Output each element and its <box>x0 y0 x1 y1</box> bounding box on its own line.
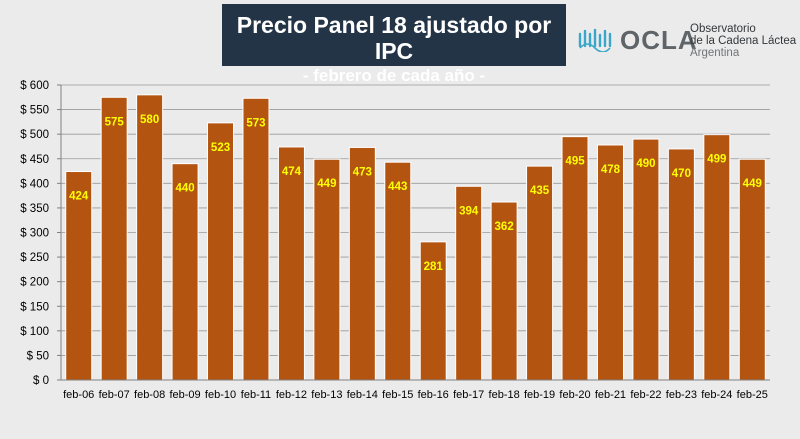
data-label: 573 <box>246 117 265 129</box>
x-tick-label: feb-21 <box>595 389 626 401</box>
bars <box>65 94 766 381</box>
data-label: 523 <box>211 142 230 154</box>
x-axis-labels: feb-06 feb-07 feb-08 feb-09 feb-10 feb-11 feb-… <box>63 389 768 401</box>
bar <box>703 134 731 381</box>
bar <box>561 136 589 381</box>
y-tick-label: $ 200 <box>20 277 49 289</box>
y-tick-label: $ 250 <box>20 252 49 264</box>
data-label: 478 <box>601 164 621 176</box>
data-label: 449 <box>743 178 762 190</box>
x-tick-label: feb-25 <box>737 389 768 401</box>
y-tick-label: $ 400 <box>20 178 49 190</box>
data-label: 362 <box>495 221 514 233</box>
grid-lines <box>61 84 770 356</box>
data-label: 495 <box>565 156 585 168</box>
x-tick-label: feb-06 <box>63 389 94 401</box>
x-tick-label: feb-12 <box>276 389 307 401</box>
bar <box>738 158 766 381</box>
x-tick-label: feb-15 <box>382 389 413 401</box>
wave-icon <box>578 28 612 52</box>
x-tick-label: feb-16 <box>418 389 449 401</box>
bar <box>242 97 270 381</box>
x-tick-label: feb-19 <box>524 389 555 401</box>
data-label: 449 <box>317 178 336 190</box>
bar <box>455 185 483 381</box>
bar <box>313 158 341 381</box>
bar <box>65 171 93 381</box>
bar <box>667 148 695 381</box>
x-tick-label: feb-17 <box>453 389 484 401</box>
data-label: 440 <box>175 183 194 195</box>
y-tick-label: $ 100 <box>20 326 49 338</box>
x-tick-label: feb-20 <box>559 389 590 401</box>
bar <box>348 146 376 381</box>
data-label: 474 <box>282 166 302 178</box>
y-tick-label: $ 300 <box>20 228 49 240</box>
bar <box>384 161 412 381</box>
x-tick-label: feb-10 <box>205 389 236 401</box>
chart-title: Precio Panel 18 ajustado por IPC <box>236 12 552 64</box>
logo-name: OCLA <box>620 25 698 55</box>
data-label: 435 <box>530 185 550 197</box>
data-label: 575 <box>105 116 125 128</box>
y-tick-label: $ 150 <box>20 301 49 313</box>
y-axis-labels: $ 0 $ 50 $ 100 $ 150 $ 200 $ 250 $ 300 $ 350 $ 4… <box>20 80 49 387</box>
logo-line-1: Observatorio <box>690 23 756 35</box>
data-label: 281 <box>424 261 444 273</box>
bar <box>419 241 447 381</box>
x-tick-label: feb-22 <box>630 389 661 401</box>
y-tick-label: $ 450 <box>20 154 49 166</box>
bar <box>171 163 199 381</box>
x-tick-label: feb-24 <box>701 389 732 401</box>
axes <box>57 84 770 381</box>
x-tick-label: feb-13 <box>311 389 342 401</box>
bar <box>596 144 624 381</box>
bar <box>632 138 660 381</box>
bar <box>207 122 235 381</box>
x-tick-label: feb-07 <box>99 389 130 401</box>
data-label: 490 <box>636 158 655 170</box>
chart-title-box: Precio Panel 18 ajustado por IPC - febre… <box>222 4 566 85</box>
y-tick-label: $ 50 <box>27 350 49 362</box>
x-tick-label: feb-11 <box>241 389 271 401</box>
chart-subtitle: - febrero de cada año - <box>302 66 486 85</box>
x-tick-label: feb-14 <box>347 389 378 401</box>
logo-line-3: Argentina <box>690 47 740 59</box>
bar <box>136 94 164 381</box>
y-tick-label: $ 0 <box>33 375 49 387</box>
y-tick-label: $ 550 <box>20 105 49 117</box>
x-tick-label: feb-09 <box>169 389 200 401</box>
data-labels: 424 575 580 440 523 573 474 449 473 443 281 394 362 4… <box>69 114 762 273</box>
data-label: 424 <box>69 191 89 203</box>
bar <box>100 96 128 381</box>
data-label: 470 <box>672 168 691 180</box>
bar <box>526 165 554 381</box>
x-tick-label: feb-08 <box>134 389 165 401</box>
logo-line-2: de la Cadena Láctea <box>690 35 797 47</box>
bar <box>277 146 305 381</box>
data-label: 499 <box>707 154 726 166</box>
x-tick-label: feb-23 <box>666 389 697 401</box>
y-tick-label: $ 600 <box>20 80 49 92</box>
y-tick-label: $ 350 <box>20 203 49 215</box>
x-tick-label: feb-18 <box>489 389 520 401</box>
y-tick-label: $ 500 <box>20 129 49 141</box>
ocla-logo: OCLA Observatorio de la Cadena Láctea Ar… <box>578 22 796 62</box>
data-label: 443 <box>388 181 407 193</box>
data-label: 473 <box>353 166 372 178</box>
data-label: 580 <box>140 114 159 126</box>
data-label: 394 <box>459 205 479 217</box>
